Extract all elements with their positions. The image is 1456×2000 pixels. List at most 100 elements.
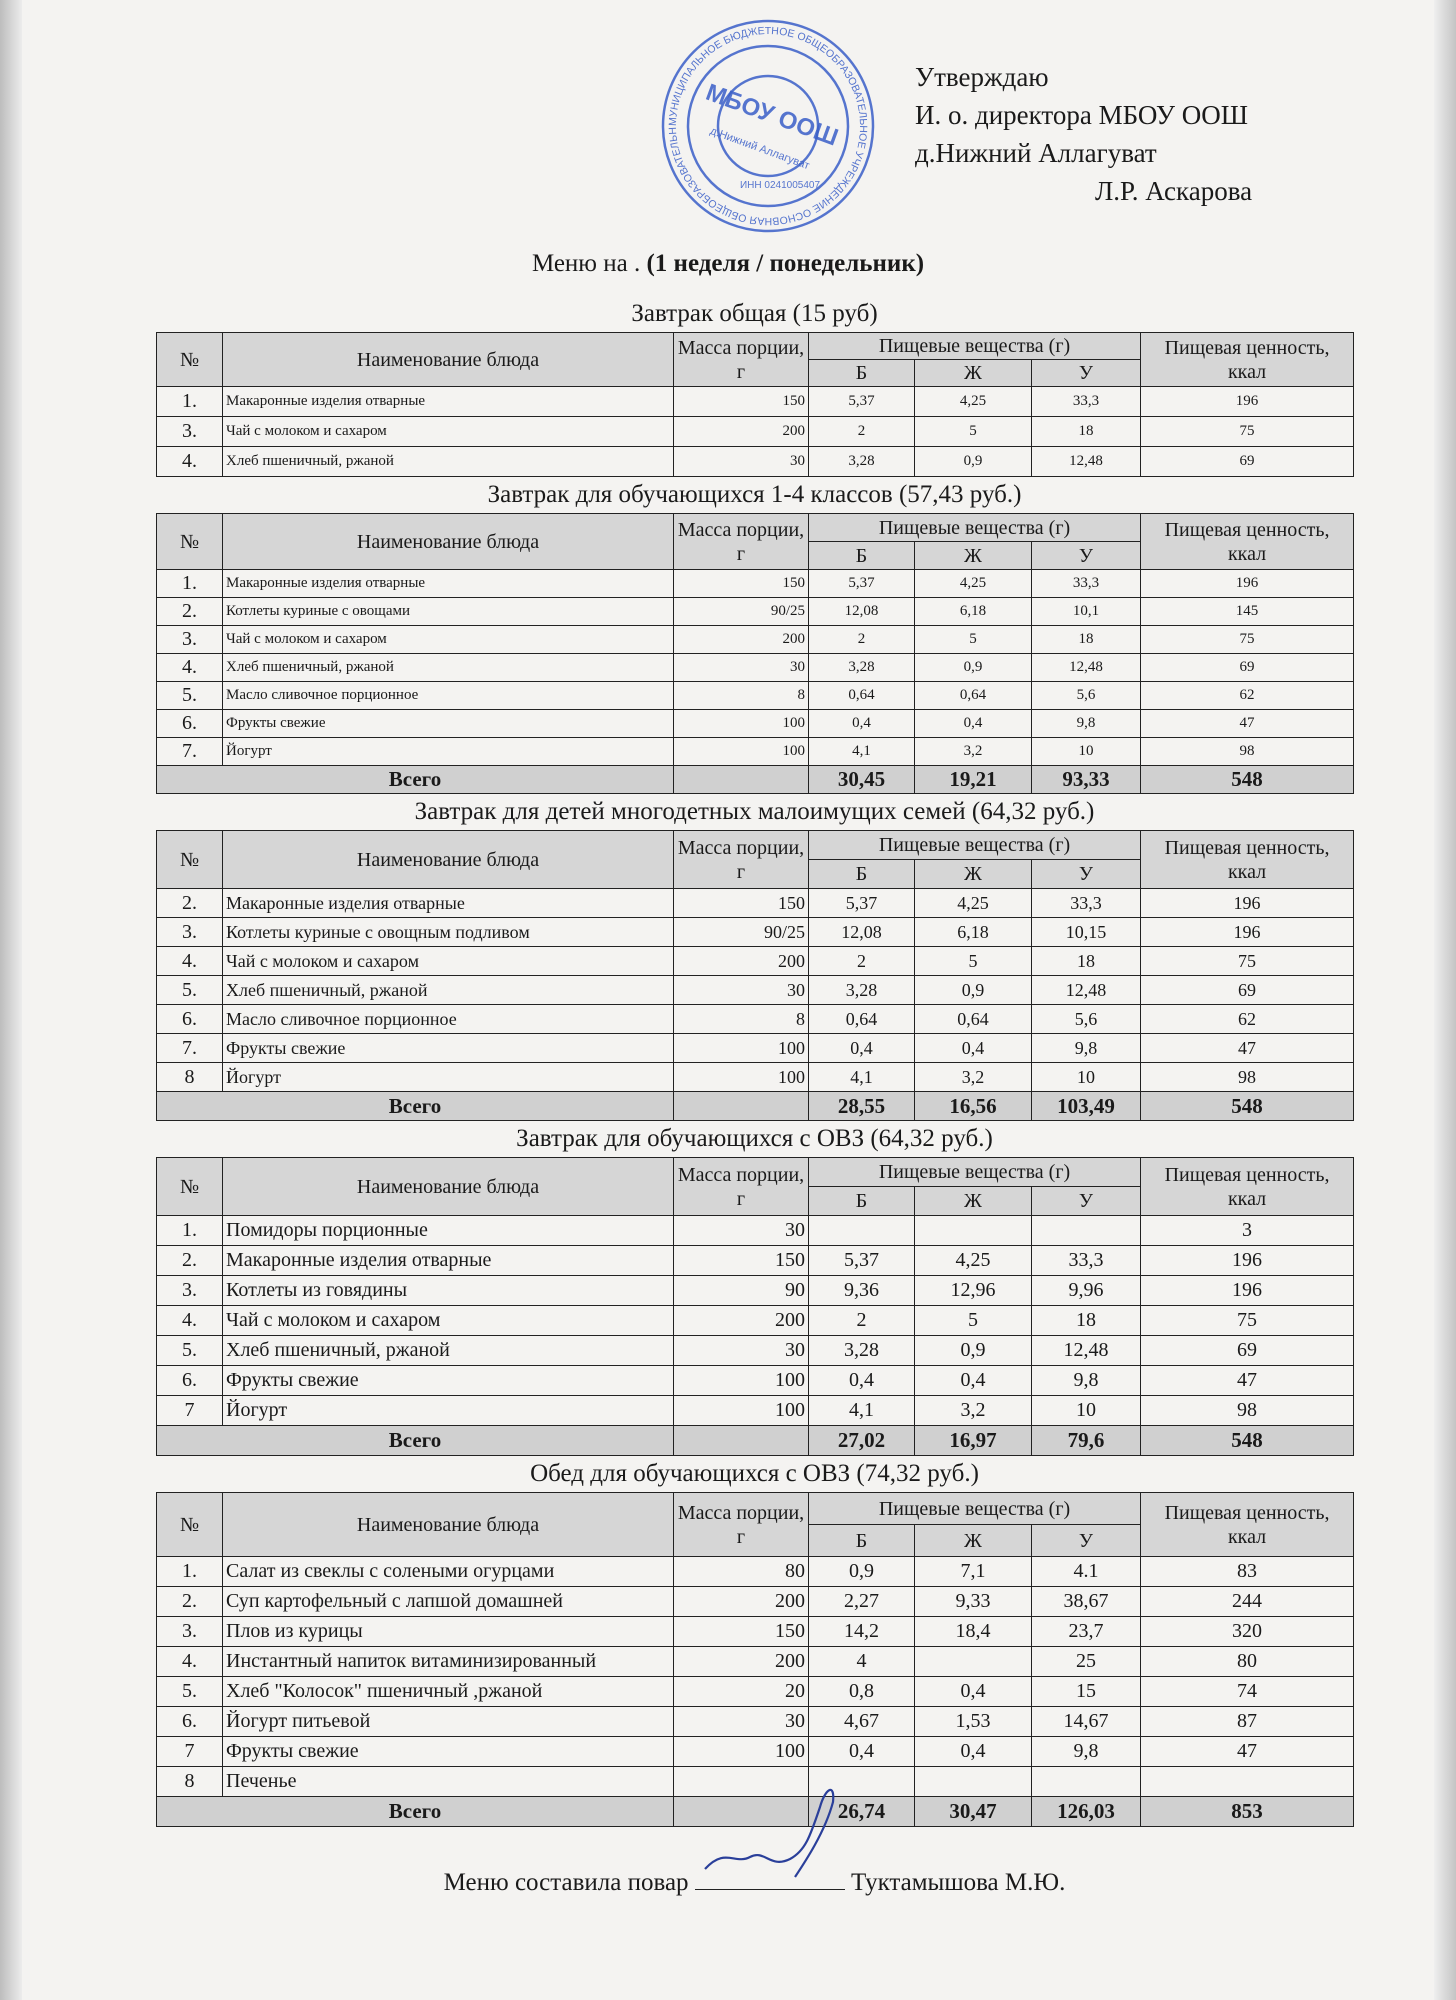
svg-text:ИНН 0241005407: ИНН 0241005407 (740, 180, 820, 191)
footer-prefix: Меню составила повар (443, 1869, 689, 1896)
total-carbs: 126,03 (1030, 1796, 1142, 1827)
dish-number: 4. (156, 946, 223, 976)
table-row: 6. Фрукты свежие 100 0,4 0,4 9,8 47 (156, 709, 1355, 738)
header-u: У (1030, 541, 1142, 570)
portion-mass: 90/25 (673, 597, 809, 626)
protein: 2 (808, 416, 915, 447)
total-fat: 19,21 (914, 765, 1032, 794)
dish-name: Суп картофельный с лапшой домашней (222, 1586, 674, 1617)
dish-name: Чай с молоком и сахаром (222, 1305, 674, 1336)
table-row: 8 Йогурт 100 4,1 3,2 10 98 (156, 1062, 1355, 1092)
table-row: 4. Чай с молоком и сахаром 200 2 5 18 75 (156, 1305, 1355, 1336)
header-nutrients: Пищевые вещества (г) (807, 830, 1142, 860)
energy-kcal: 75 (1140, 946, 1355, 976)
header-z: Ж (914, 1524, 1032, 1557)
dish-number: 3. (156, 625, 223, 654)
table-row: 1. Салат из свеклы с солеными огурцами 80 0… (156, 1556, 1355, 1587)
dish-name: Хлеб "Колосок" пшеничный ,ржаной (222, 1676, 674, 1707)
carbs: 38,67 (1030, 1586, 1142, 1617)
table-row: 7. Фрукты свежие 100 0,4 0,4 9,8 47 (156, 1033, 1355, 1063)
total-label: Всего (156, 1425, 674, 1456)
dish-name: Йогурт (222, 737, 674, 766)
table-row: 6. Фрукты свежие 100 0,4 0,4 9,8 47 (156, 1365, 1355, 1396)
dish-number: 5. (156, 975, 223, 1005)
approval-position: И. о. директора МБОУ ООШ (915, 100, 1249, 130)
dish-name: Инстантный напиток витаминизированный (222, 1646, 674, 1677)
protein: 5,37 (808, 569, 915, 598)
carbs: 33,3 (1030, 386, 1142, 417)
dish-name: Помидоры порционные (222, 1215, 674, 1246)
dish-name: Хлеб пшеничный, ржаной (222, 1335, 674, 1366)
carbs: 9,8 (1030, 1736, 1142, 1767)
header-name: Наименование блюда (222, 1157, 674, 1216)
signature-line (694, 1788, 845, 1890)
carbs: 14,67 (1030, 1706, 1142, 1737)
table-row: 3. Чай с молоком и сахаром 200 2 5 18 75 (156, 416, 1355, 447)
fat: 0,4 (914, 709, 1032, 738)
portion-mass: 100 (673, 1062, 809, 1092)
portion-mass: 150 (673, 888, 809, 918)
total-mass (673, 1425, 809, 1456)
dish-name: Фрукты свежие (222, 709, 674, 738)
header-mass: Масса порции, г (673, 513, 809, 570)
carbs: 9,96 (1030, 1275, 1142, 1306)
energy-kcal: 320 (1140, 1616, 1355, 1647)
menu-table: № Наименование блюда Масса порции, г Пищевы… (156, 332, 1355, 477)
energy-kcal: 87 (1140, 1706, 1355, 1737)
protein: 0,8 (808, 1676, 915, 1707)
portion-mass: 150 (673, 569, 809, 598)
dish-name: Масло сливочное порционное (222, 1004, 674, 1034)
header-nutrients: Пищевые вещества (г) (807, 1492, 1142, 1525)
portion-mass: 200 (673, 625, 809, 654)
total-protein: 30,45 (808, 765, 915, 794)
dish-name: Хлеб пшеничный, ржаной (222, 653, 674, 682)
table-row: 1. Макаронные изделия отварные 150 5,37 4,25… (156, 386, 1355, 417)
total-carbs: 93,33 (1030, 765, 1142, 794)
portion-mass: 30 (673, 1215, 809, 1246)
dish-name: Котлеты куриные с овощами (222, 597, 674, 626)
carbs: 12,48 (1030, 446, 1142, 477)
header-num: № (156, 830, 223, 889)
energy-kcal: 196 (1140, 1275, 1355, 1306)
fat: 3,2 (914, 737, 1032, 766)
dish-name: Котлеты из говядины (222, 1275, 674, 1306)
energy-kcal: 47 (1140, 1365, 1355, 1396)
energy-kcal: 75 (1140, 416, 1355, 447)
fat: 0,64 (914, 681, 1032, 710)
carbs: 25 (1030, 1646, 1142, 1677)
header-kcal: Пищевая ценность, ккал (1140, 332, 1355, 387)
energy-kcal: 74 (1140, 1676, 1355, 1707)
energy-kcal: 69 (1140, 975, 1355, 1005)
fat (914, 1646, 1032, 1677)
menu-title: Меню на . (1 неделя / понедельник) (0, 248, 1456, 280)
dish-name: Хлеб пшеничный, ржаной (222, 446, 674, 477)
fat: 0,64 (914, 1004, 1032, 1034)
energy-kcal: 69 (1140, 653, 1355, 682)
dish-number: 5. (156, 1676, 223, 1707)
dish-number: 3. (156, 416, 223, 447)
dish-name: Макаронные изделия отварные (222, 1245, 674, 1276)
section-title: Завтрак общая (15 руб) (631, 300, 878, 327)
protein: 0,4 (808, 709, 915, 738)
carbs: 10 (1030, 1062, 1142, 1092)
carbs: 10,1 (1030, 597, 1142, 626)
energy-kcal: 47 (1140, 1033, 1355, 1063)
dish-number: 3. (156, 1275, 223, 1306)
dish-name: Йогурт питьевой (222, 1706, 674, 1737)
carbs: 10 (1030, 1395, 1142, 1426)
total-fat: 30,47 (914, 1796, 1032, 1827)
carbs: 9,8 (1030, 709, 1142, 738)
protein: 14,2 (808, 1616, 915, 1647)
header-num: № (156, 1492, 223, 1557)
table-row: 3. Котлеты из говядины 90 9,36 12,96 9,96 196 (156, 1275, 1355, 1306)
dish-number: 7. (156, 737, 223, 766)
header-u: У (1030, 1524, 1142, 1557)
carbs: 9,8 (1030, 1033, 1142, 1063)
dish-number: 4. (156, 653, 223, 682)
menu-table: № Наименование блюда Масса порции, г Пищевы… (156, 513, 1355, 794)
energy-kcal: 3 (1140, 1215, 1355, 1246)
protein: 12,08 (808, 597, 915, 626)
portion-mass: 200 (673, 1586, 809, 1617)
fat: 18,4 (914, 1616, 1032, 1647)
energy-kcal: 196 (1140, 888, 1355, 918)
